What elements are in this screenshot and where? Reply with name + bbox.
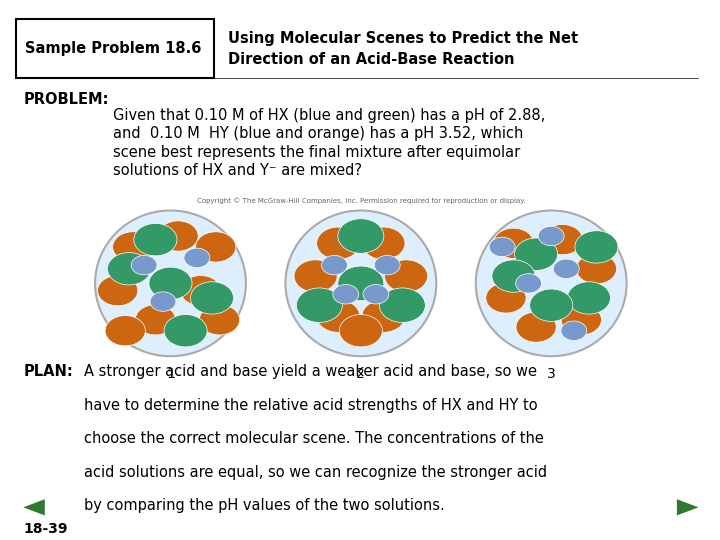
- Circle shape: [539, 226, 564, 246]
- Circle shape: [181, 275, 221, 306]
- Circle shape: [164, 314, 207, 347]
- Text: 1: 1: [166, 367, 175, 381]
- Circle shape: [112, 232, 153, 262]
- Circle shape: [576, 254, 616, 284]
- Circle shape: [384, 260, 428, 292]
- Circle shape: [530, 289, 572, 321]
- Text: have to determine the relative acid strengths of HX and HY to: have to determine the relative acid stre…: [84, 398, 538, 413]
- Circle shape: [158, 221, 198, 251]
- Text: and  0.10 M  HY (blue and orange) has a pH 3.52, which: and 0.10 M HY (blue and orange) has a pH…: [113, 126, 523, 141]
- Text: by comparing the pH values of the two solutions.: by comparing the pH values of the two so…: [84, 498, 445, 513]
- Circle shape: [338, 266, 384, 301]
- Circle shape: [515, 238, 558, 271]
- Circle shape: [379, 288, 426, 322]
- Circle shape: [516, 274, 541, 293]
- Circle shape: [490, 237, 515, 256]
- Ellipse shape: [476, 211, 626, 356]
- Text: PLAN:: PLAN:: [23, 364, 73, 379]
- Circle shape: [317, 300, 360, 332]
- Circle shape: [562, 305, 601, 335]
- Circle shape: [149, 267, 192, 300]
- Circle shape: [190, 282, 233, 314]
- Circle shape: [322, 255, 347, 275]
- Circle shape: [131, 255, 157, 275]
- Text: solutions of HX and Y⁻ are mixed?: solutions of HX and Y⁻ are mixed?: [113, 163, 362, 178]
- Text: choose the correct molecular scene. The concentrations of the: choose the correct molecular scene. The …: [84, 431, 544, 446]
- Circle shape: [297, 288, 342, 322]
- Ellipse shape: [95, 211, 246, 356]
- Circle shape: [516, 312, 557, 342]
- Text: A stronger acid and base yield a weaker acid and base, so we: A stronger acid and base yield a weaker …: [84, 364, 537, 379]
- Polygon shape: [677, 500, 698, 516]
- Circle shape: [150, 292, 176, 311]
- Circle shape: [294, 260, 337, 292]
- Circle shape: [338, 219, 384, 253]
- Circle shape: [554, 259, 579, 279]
- Text: Copyright © The McGraw-Hill Companies, Inc. Permission required for reproduction: Copyright © The McGraw-Hill Companies, I…: [197, 197, 525, 204]
- Circle shape: [339, 314, 382, 347]
- Text: 18-39: 18-39: [23, 522, 68, 536]
- Circle shape: [135, 305, 176, 335]
- Circle shape: [105, 315, 145, 346]
- Circle shape: [134, 224, 177, 256]
- Text: Sample Problem 18.6: Sample Problem 18.6: [25, 41, 201, 56]
- Text: 3: 3: [546, 367, 556, 381]
- Circle shape: [317, 227, 360, 260]
- Circle shape: [492, 260, 535, 292]
- Circle shape: [107, 253, 150, 285]
- Text: 2: 2: [356, 367, 365, 381]
- Circle shape: [333, 285, 359, 304]
- Circle shape: [199, 305, 240, 335]
- Circle shape: [362, 227, 405, 260]
- Circle shape: [363, 285, 389, 304]
- Circle shape: [542, 225, 582, 255]
- Circle shape: [561, 321, 587, 340]
- Ellipse shape: [285, 211, 436, 356]
- Text: scene best represents the final mixture after equimolar: scene best represents the final mixture …: [113, 145, 521, 160]
- Circle shape: [575, 231, 618, 263]
- Circle shape: [486, 283, 526, 313]
- Text: PROBLEM:: PROBLEM:: [23, 92, 109, 107]
- Circle shape: [184, 248, 210, 267]
- Text: Given that 0.10 M of HX (blue and green) has a pH of 2.88,: Given that 0.10 M of HX (blue and green)…: [113, 108, 545, 123]
- Circle shape: [196, 232, 236, 262]
- FancyBboxPatch shape: [16, 19, 214, 78]
- Circle shape: [567, 282, 611, 314]
- Circle shape: [98, 275, 138, 306]
- Circle shape: [493, 228, 534, 259]
- Polygon shape: [23, 500, 45, 516]
- Text: acid solutions are equal, so we can recognize the stronger acid: acid solutions are equal, so we can reco…: [84, 465, 547, 480]
- Circle shape: [362, 300, 405, 332]
- Text: Using Molecular Scenes to Predict the Net
Direction of an Acid-Base Reaction: Using Molecular Scenes to Predict the Ne…: [228, 31, 578, 66]
- Circle shape: [374, 255, 400, 275]
